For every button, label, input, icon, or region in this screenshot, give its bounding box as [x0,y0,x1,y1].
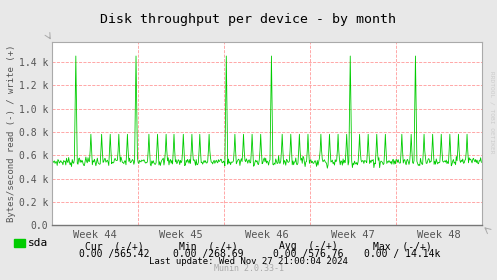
Text: Cur  (-/+): Cur (-/+) [85,241,144,251]
Text: Disk throughput per device - by month: Disk throughput per device - by month [100,13,397,25]
Text: 0.00 / 14.14k: 0.00 / 14.14k [364,249,441,259]
Text: Avg  (-/+): Avg (-/+) [279,241,337,251]
Text: RRDTOOL / TOBI OETIKER: RRDTOOL / TOBI OETIKER [490,71,495,153]
Y-axis label: Bytes/second read (-) / write (+): Bytes/second read (-) / write (+) [7,45,16,222]
Text: 0.00 /565.42: 0.00 /565.42 [79,249,150,259]
Text: Munin 2.0.33-1: Munin 2.0.33-1 [214,264,283,273]
Text: Min  (-/+): Min (-/+) [179,241,238,251]
Text: 0.00 /576.76: 0.00 /576.76 [273,249,343,259]
Text: Last update: Wed Nov 27 21:00:04 2024: Last update: Wed Nov 27 21:00:04 2024 [149,257,348,266]
Text: Max  (-/+): Max (-/+) [373,241,432,251]
Text: 0.00 /268.69: 0.00 /268.69 [173,249,244,259]
Text: sda: sda [28,238,48,248]
